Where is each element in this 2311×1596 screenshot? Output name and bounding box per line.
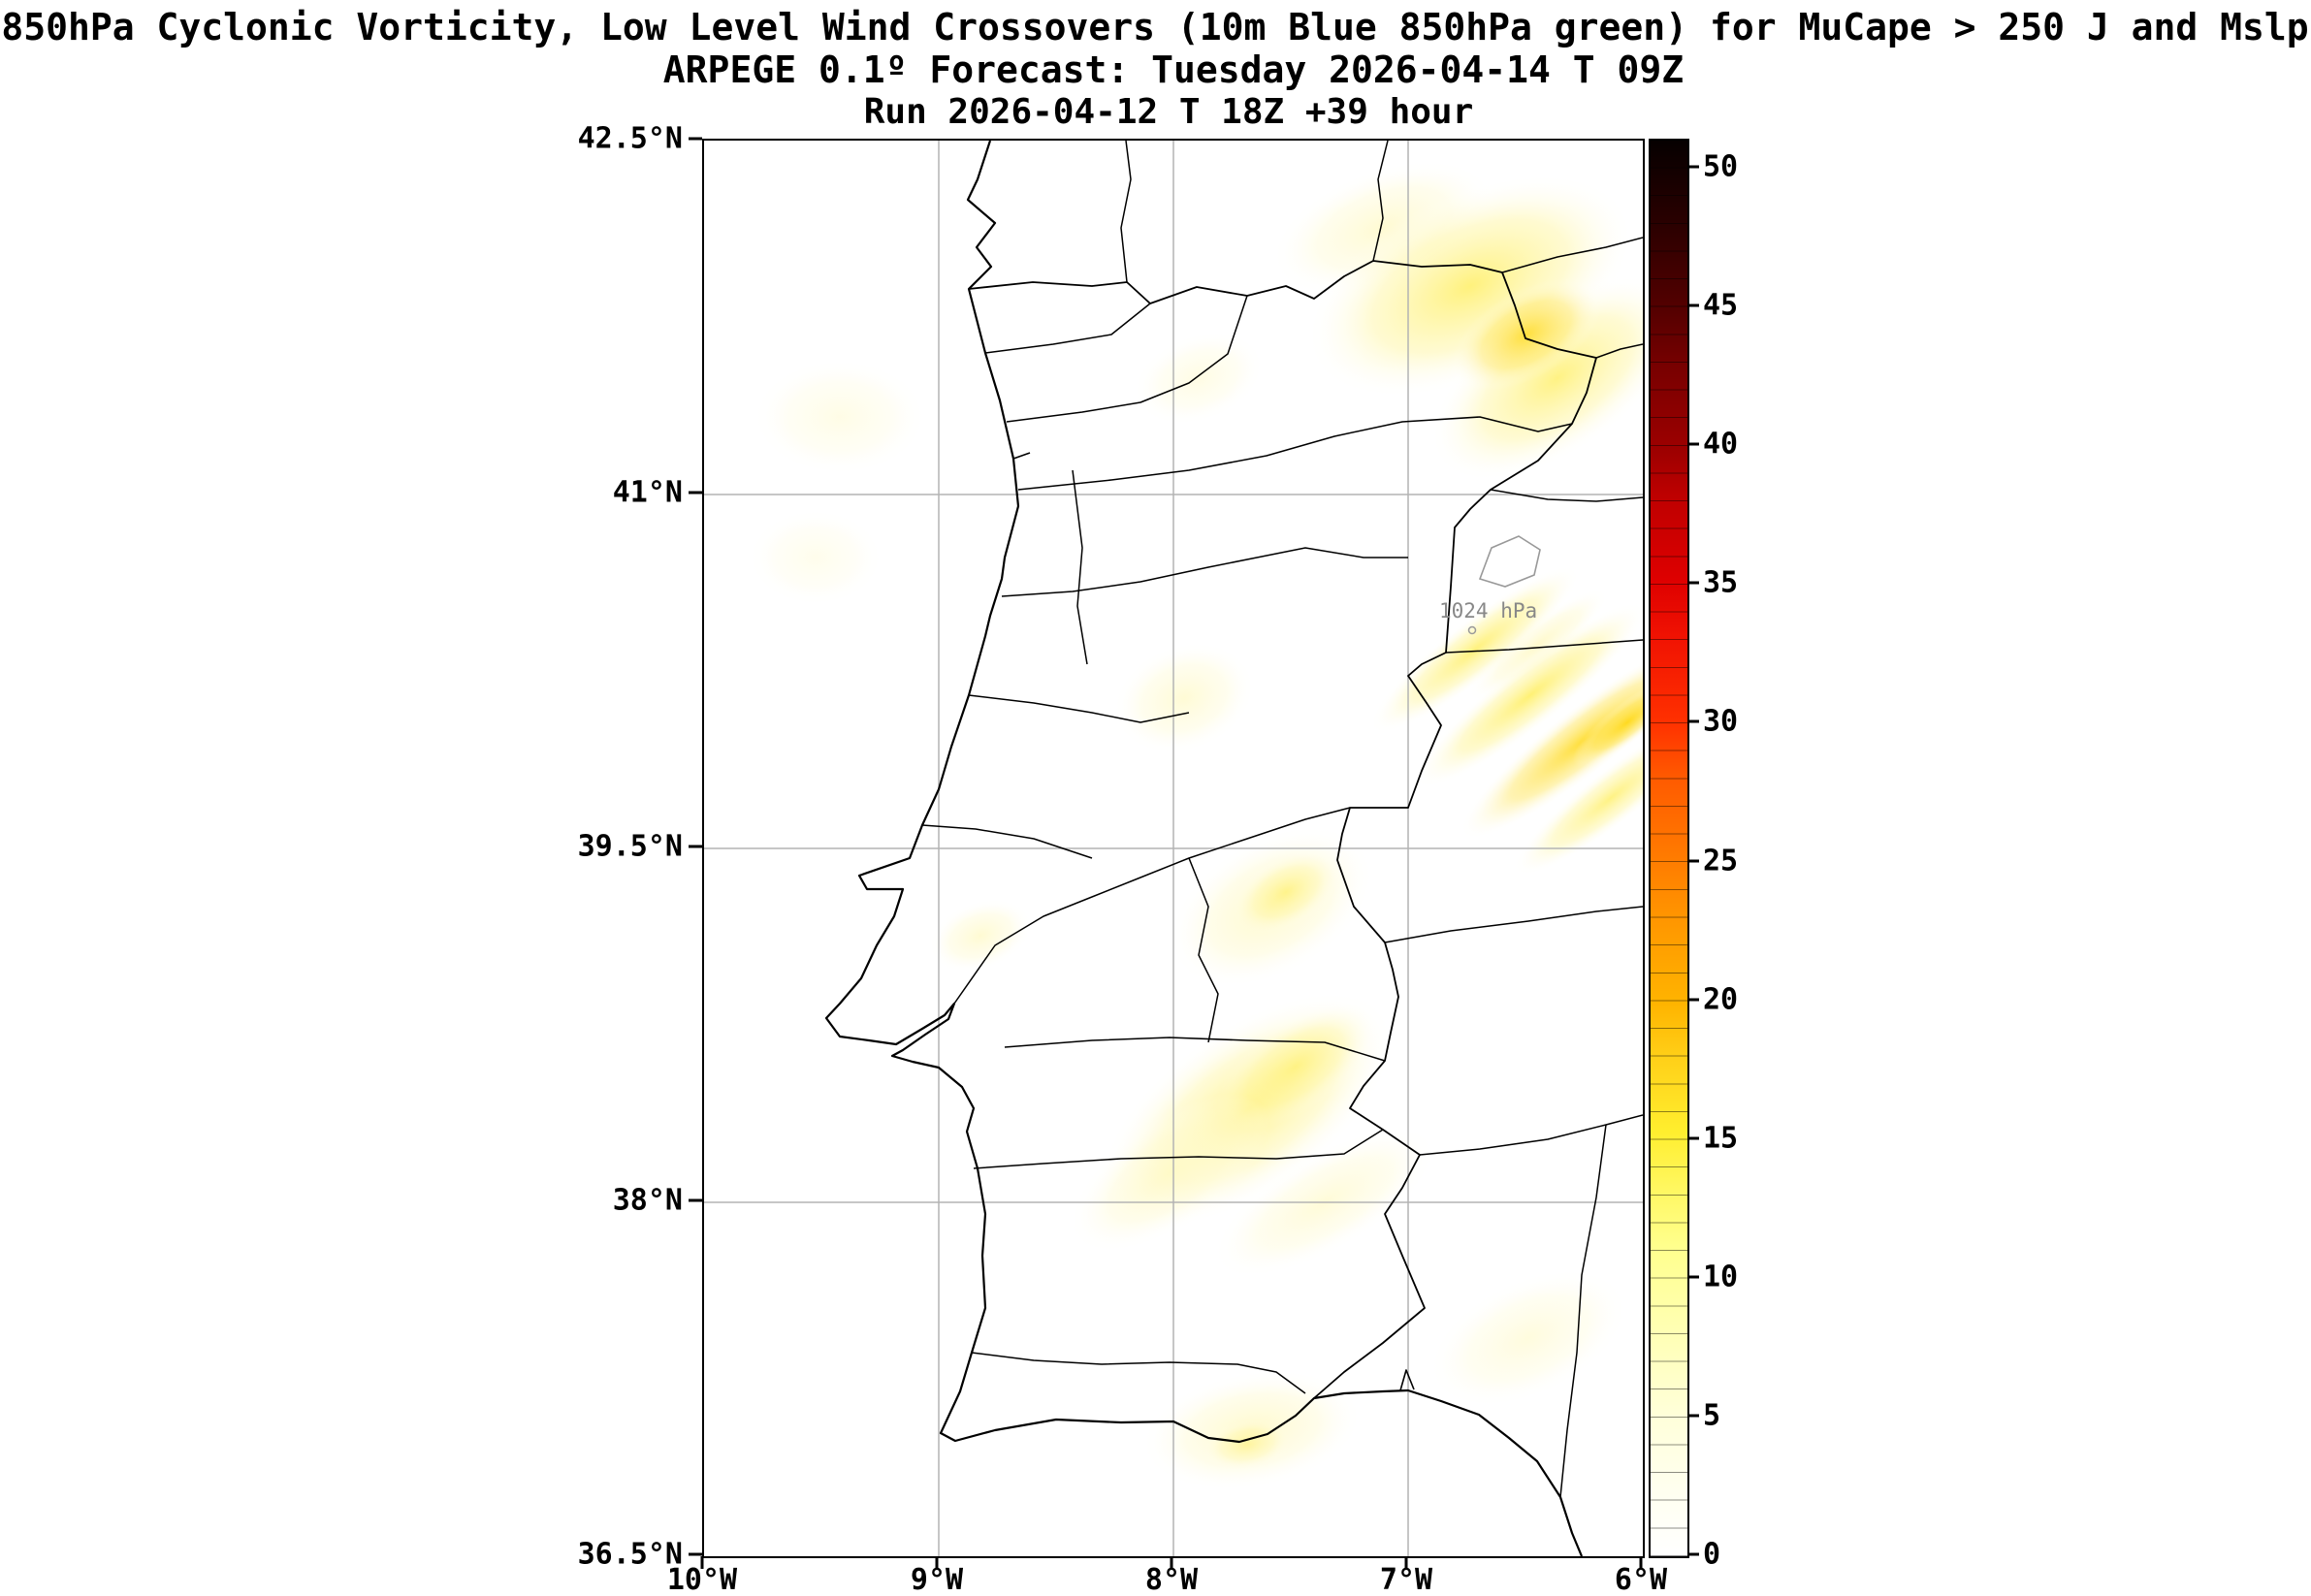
y-tick-label: 42.5°N (577, 121, 683, 156)
colorbar-label: 0 (1703, 1537, 1721, 1572)
forecast-subtitle: ARPEGE 0.1º Forecast: Tuesday 2026-04-14… (662, 48, 1685, 91)
x-tick-mark (1404, 1556, 1408, 1569)
colorbar-label: 20 (1703, 982, 1739, 1017)
x-tick-mark (700, 1556, 704, 1569)
colorbar (1649, 139, 1689, 1558)
colorbar-tick (1687, 303, 1699, 307)
colorbar-tick (1687, 581, 1699, 585)
x-tick-mark (935, 1556, 939, 1569)
colorbar-label: 5 (1703, 1398, 1721, 1433)
colorbar-tick (1687, 1136, 1699, 1140)
run-subtitle: Run 2026-04-12 T 18Z +39 hour (863, 92, 1474, 132)
colorbar-tick (1687, 998, 1699, 1002)
colorbar-label: 35 (1703, 565, 1739, 600)
pressure-center-marker (1467, 625, 1477, 635)
colorbar-tick (1687, 719, 1699, 723)
colorbar-label: 50 (1703, 149, 1739, 184)
y-tick-mark (689, 137, 702, 141)
y-tick-mark (689, 1552, 702, 1556)
colorbar-tick (1687, 165, 1699, 169)
y-tick-label: 38°N (612, 1183, 683, 1218)
gridlines (704, 141, 1643, 1556)
y-tick-label: 41°N (612, 475, 683, 510)
map-svg: 1024 hPa (704, 141, 1643, 1556)
colorbar-tick (1687, 1552, 1699, 1556)
coastline (824, 141, 1584, 1556)
y-tick-mark (689, 1198, 702, 1202)
colorbar-tick (1687, 1275, 1699, 1279)
colorbar-label: 25 (1703, 844, 1739, 878)
district-boundaries (921, 141, 1643, 1498)
y-tick-label: 39.5°N (577, 829, 683, 864)
y-tick-mark (689, 845, 702, 848)
colorbar-label: 40 (1703, 427, 1739, 462)
y-tick-label: 36.5°N (577, 1537, 683, 1572)
x-tick-mark (1170, 1556, 1173, 1569)
page-title: 850hPa Cyclonic Vorticity, Low Level Win… (1, 6, 2309, 48)
colorbar-tick (1687, 859, 1699, 863)
colorbar-label: 30 (1703, 704, 1739, 739)
colorbar-label: 10 (1703, 1260, 1739, 1294)
pressure-contour-label: 1024 hPa (1439, 599, 1537, 622)
y-tick-mark (689, 491, 702, 495)
colorbar-label: 45 (1703, 288, 1739, 323)
national-border (968, 260, 1597, 1399)
pressure-contour: 1024 hPa (1439, 535, 1541, 635)
colorbar-tick (1687, 442, 1699, 446)
vorticity-shading (748, 160, 1643, 1491)
map-plot-area: 1024 hPa (702, 139, 1645, 1558)
colorbar-label: 15 (1703, 1121, 1739, 1156)
colorbar-tick (1687, 1414, 1699, 1418)
x-tick-mark (1639, 1556, 1643, 1569)
